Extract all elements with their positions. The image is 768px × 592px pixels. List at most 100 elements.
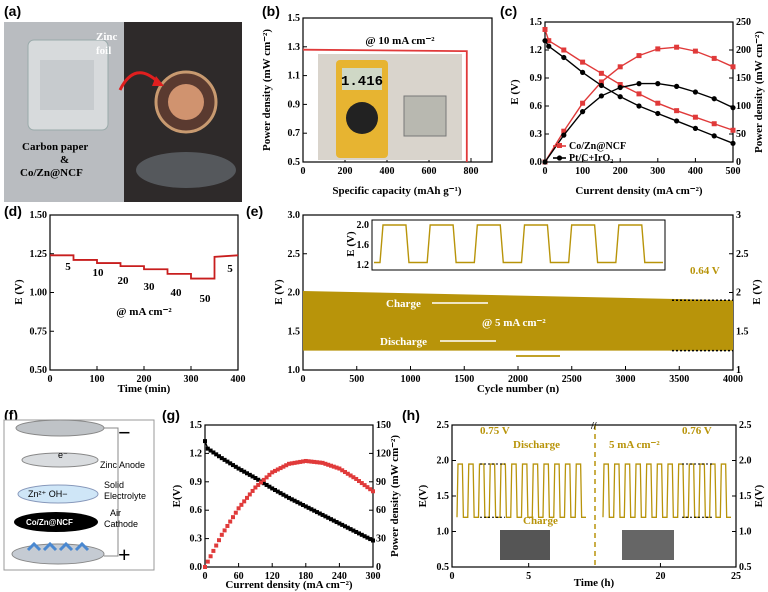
chart-g-power-marker (264, 475, 269, 480)
chart-b-xtick-label: 200 (338, 166, 353, 177)
chart-c-marker-2 (692, 125, 699, 131)
chart-c-marker-1 (580, 100, 586, 106)
chart-e-inset-ylabel: E (V) (345, 231, 357, 257)
chart-g-power-marker (362, 483, 367, 488)
chart-h-xtick-label: 5 (526, 571, 531, 582)
chart-g-voltage-marker (273, 488, 277, 493)
chart-g-voltage-marker (362, 534, 367, 539)
chart-h-wave-left (456, 463, 586, 518)
chart-b-ytick-label: 0.5 (288, 157, 301, 168)
chart-g-voltage-marker (365, 535, 370, 540)
chart-g-power-marker (228, 519, 233, 524)
chart-c-marker-1 (711, 55, 717, 61)
chart-g-voltage-marker (225, 459, 230, 464)
chart-h-photo-left (500, 530, 550, 560)
chart-g-power-marker (334, 465, 339, 470)
chart-g-xtick-label: 180 (298, 571, 313, 582)
chart-g-voltage-marker (323, 514, 328, 519)
chart-b-meter-reading: 1.416 (341, 74, 383, 90)
chart-h-xtick-label: 20 (655, 571, 665, 582)
chart-g-ytick-right-label: 120 (376, 448, 391, 459)
chart-g-power-marker (306, 459, 311, 464)
chart-g-voltage-marker (306, 505, 311, 510)
chart-g-power-marker (242, 499, 247, 504)
chart-g-voltage-marker (309, 507, 314, 512)
chart-d-ytick-label: 1.00 (30, 288, 48, 299)
chart-h-ytick-right-label: 2.5 (739, 420, 752, 431)
chart-g-power-marker (317, 460, 322, 465)
chart-g-power-marker (343, 470, 347, 475)
chart-c-ytick-right-label: 50 (736, 129, 746, 140)
chart-g-voltage-marker (348, 527, 353, 532)
chart-g-voltage-marker (312, 508, 317, 513)
chart-c-ytick-label: 0.6 (530, 101, 543, 112)
photo-a: Zinc foil Carbon paper & Co/Zn@NCF (4, 22, 242, 202)
chart-g-voltage-marker (315, 510, 319, 515)
chart-c-ylabel-right: Power density (mW cm⁻²) (753, 31, 765, 153)
chart-g-voltage-marker (270, 486, 275, 491)
chart-g-voltage-marker (289, 497, 294, 502)
chart-e-ytick-label: 1.0 (288, 365, 301, 376)
chart-g-ytick-right-label: 30 (376, 534, 386, 545)
ions-label: Zn²⁺ OH− (28, 489, 68, 499)
chart-e-inset-ytick: 1.6 (357, 240, 370, 251)
chart-e-ylabel: E (V) (273, 279, 285, 305)
chart-g-xtick-label: 60 (234, 571, 244, 582)
chart-c-marker-1 (655, 46, 661, 52)
panel-label-g: (g) (162, 407, 180, 423)
chart-c-xtick-label: 400 (688, 166, 703, 177)
chart-g-voltage-marker (303, 504, 308, 509)
chart-d-ytick-label: 1.25 (30, 249, 48, 260)
chart-g-voltage-marker (236, 466, 241, 471)
chart-d-step-label: 5 (227, 263, 233, 275)
chart-g-power-marker (331, 464, 336, 469)
chart-c-marker-2 (655, 110, 661, 117)
chart-c-frame (544, 21, 734, 163)
chart-c-series-line-0 (544, 29, 734, 131)
chart-e-inset-ytick: 1.2 (357, 260, 370, 271)
chart-c-xtick-label: 0 (543, 166, 548, 177)
chart-g-power-marker (287, 461, 291, 466)
chart-g-voltage-marker (242, 469, 247, 474)
chart-b-ylabel: Power density (mW cm⁻²) (261, 29, 273, 151)
chart-d-xtick-label: 0 (48, 374, 53, 385)
chart-c-marker-3 (730, 105, 736, 111)
chart-e-xtick-label: 1500 (454, 374, 474, 385)
chart-g-xtick-label: 300 (366, 571, 381, 582)
catalyst-label: Co/Zn@NCF (26, 518, 73, 527)
chart-g-power-marker (281, 464, 286, 469)
chart-c-marker-0 (580, 59, 586, 65)
chart-g-power-marker (247, 492, 252, 497)
chart-c-marker-0 (617, 82, 623, 88)
chart-g-power-marker (345, 471, 350, 476)
chart-g-voltage-marker (340, 522, 345, 527)
chart-h-ytick-right-label: 1.5 (739, 491, 752, 502)
chart-c-marker-3 (580, 109, 586, 115)
chart-c-marker-1 (617, 64, 623, 70)
panel-label-e: (e) (246, 203, 263, 219)
panel-label-d: (d) (4, 203, 22, 219)
chart-b-meter-dial (346, 102, 378, 134)
chart-h-ytick-label: 2.0 (437, 456, 450, 467)
chart-g-xtick-label: 120 (265, 571, 280, 582)
chart-g-voltage-marker (345, 525, 350, 530)
chart-g-power-marker (270, 470, 275, 475)
chart-d-ylabel: E (V) (13, 279, 25, 305)
chart-g-voltage-marker (295, 500, 300, 505)
chart-g-power-marker (217, 538, 221, 543)
chart-c-ytick-label: 0.3 (530, 129, 543, 140)
chart-c-xtick-label: 500 (726, 166, 741, 177)
chart-g-voltage-marker (247, 472, 252, 477)
chart-c-marker-0 (655, 100, 661, 106)
chart-g-ytick-right-label: 0 (376, 562, 381, 573)
chart-h-xtick-label: 25 (731, 571, 741, 582)
chart-c-marker-0 (546, 38, 552, 44)
chart-g-power-marker (323, 461, 328, 466)
chart-d-xtick-label: 400 (231, 374, 246, 385)
chart-e-xtick-label: 2500 (562, 374, 582, 385)
chart-e-band (303, 290, 733, 351)
panel-label-h: (h) (402, 407, 420, 423)
chart-g-power-marker (340, 468, 345, 473)
chart-c-xlabel: Current density (mA cm⁻²) (575, 185, 702, 197)
